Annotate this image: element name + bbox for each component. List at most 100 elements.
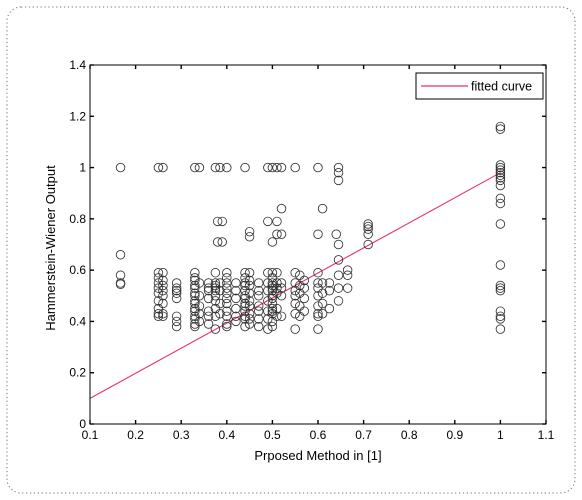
data-point (244, 232, 255, 242)
data-point (222, 267, 232, 278)
data-point (333, 296, 344, 306)
data-point (495, 314, 506, 324)
data-point (290, 309, 300, 319)
data-point (299, 283, 310, 293)
data-point (153, 162, 164, 173)
data-point (324, 303, 335, 314)
data-point (324, 285, 335, 296)
data-point (272, 229, 282, 239)
data-point (495, 121, 506, 132)
x-tick-label: 1.1 (538, 428, 555, 442)
data-point (153, 309, 164, 319)
data-point (171, 285, 182, 296)
data-point (212, 216, 223, 227)
data-point (240, 267, 250, 278)
data-point (495, 173, 506, 183)
data-point (190, 267, 200, 278)
data-point (495, 260, 506, 270)
data-point (203, 283, 214, 293)
data-point (253, 301, 264, 311)
data-point (244, 275, 255, 286)
data-point (272, 162, 282, 173)
data-point (190, 291, 200, 301)
data-point (171, 316, 182, 327)
data-point (495, 219, 506, 229)
data-point (153, 283, 164, 293)
data-point (342, 270, 353, 280)
data-point (222, 306, 232, 316)
x-tick-label: 0.4 (218, 428, 235, 442)
data-point (222, 311, 232, 322)
data-point (190, 319, 200, 329)
data-point (231, 311, 241, 322)
x-tick-label: 1 (497, 428, 504, 442)
data-point (495, 198, 506, 209)
data-point (194, 278, 205, 288)
data-point (158, 275, 168, 286)
data-point (267, 280, 278, 291)
data-point (267, 267, 278, 278)
data-point (215, 309, 225, 319)
y-axis-label: Hammerstein-Wiener Output (43, 165, 58, 331)
data-point (313, 162, 323, 173)
data-point (210, 267, 221, 278)
y-tick-label: 0.6 (69, 263, 86, 277)
data-point (203, 319, 214, 329)
data-point (317, 278, 328, 288)
data-point (222, 273, 232, 283)
data-point (244, 301, 255, 311)
data-point (171, 321, 182, 332)
x-tick-label: 0.2 (127, 428, 144, 442)
data-point (272, 267, 282, 278)
data-point (495, 311, 506, 322)
data-point (333, 239, 344, 250)
y-tick-label: 0.2 (69, 366, 86, 380)
data-point (158, 162, 168, 173)
data-point (244, 296, 255, 306)
data-point (240, 278, 250, 288)
data-point (158, 309, 168, 319)
data-point (317, 203, 328, 214)
data-point (290, 291, 300, 301)
data-point (153, 278, 164, 288)
x-tick-label: 0.9 (446, 428, 463, 442)
data-point (210, 278, 221, 288)
data-point (194, 301, 205, 311)
data-point (253, 278, 264, 288)
data-point (317, 309, 328, 319)
y-axis-ticks: 0 0.2 0.4 0.6 0.8 1 1.2 1.4 (69, 58, 546, 431)
data-point (267, 321, 278, 332)
y-tick-label: 1.2 (69, 109, 86, 123)
data-point (153, 267, 164, 278)
data-point (158, 267, 168, 278)
data-point (313, 324, 323, 334)
data-point (203, 285, 214, 296)
data-point (313, 291, 323, 301)
data-point (253, 285, 264, 296)
data-point (495, 285, 506, 296)
data-point (231, 303, 241, 314)
data-point (276, 229, 287, 239)
data-point (267, 237, 278, 247)
data-point (333, 255, 344, 265)
data-point (190, 288, 200, 298)
data-point (194, 309, 205, 319)
data-point (272, 311, 282, 322)
legend-label-fitted-curve: fitted curve (471, 80, 532, 94)
data-point (244, 314, 255, 324)
data-point (342, 265, 353, 275)
data-point (222, 321, 232, 332)
data-point (171, 293, 182, 304)
data-point (495, 180, 506, 191)
data-point (194, 316, 205, 327)
data-point (333, 162, 344, 173)
data-point (313, 278, 323, 288)
data-point (215, 298, 225, 309)
x-tick-label: 0.3 (173, 428, 190, 442)
data-point (495, 162, 506, 173)
data-point (231, 285, 241, 296)
x-axis-label: Prposed Method in [1] (254, 448, 381, 463)
data-point (222, 288, 232, 298)
data-point (153, 288, 164, 298)
